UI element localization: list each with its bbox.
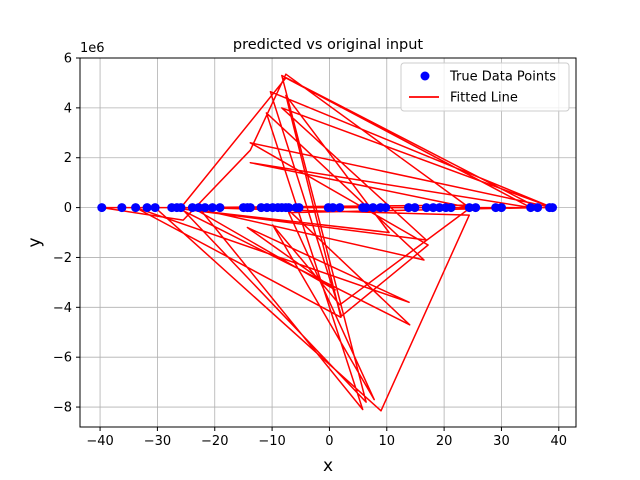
- y-tick-label: −4: [53, 301, 72, 316]
- data-point: [496, 203, 506, 213]
- y-tick-label: 6: [64, 52, 72, 67]
- data-point: [533, 203, 543, 213]
- data-point: [284, 203, 294, 213]
- x-tick-label: −40: [86, 434, 113, 449]
- data-point: [446, 203, 456, 213]
- data-point: [97, 203, 107, 213]
- y-tick-label: −6: [53, 351, 72, 366]
- legend-label-true-data-points: True Data Points: [449, 70, 556, 85]
- y-axis-ticks: −8 −6 −4 −2 0 2 4 6: [53, 52, 80, 416]
- data-point: [131, 203, 141, 213]
- data-point: [471, 203, 481, 213]
- x-tick-label: 0: [325, 434, 333, 449]
- x-tick-label: −10: [258, 434, 285, 449]
- data-point: [215, 203, 225, 213]
- data-point: [526, 203, 536, 213]
- y-tick-label: −2: [53, 251, 72, 266]
- grid: [80, 57, 576, 427]
- data-point: [142, 203, 152, 213]
- data-point: [547, 203, 557, 213]
- data-point: [200, 203, 210, 213]
- data-point: [464, 203, 474, 213]
- chart-title: predicted vs original input: [233, 37, 424, 53]
- legend-label-fitted-line: Fitted Line: [450, 91, 518, 106]
- data-point: [381, 203, 391, 213]
- fitted-line: [101, 73, 554, 412]
- data-point: [428, 203, 438, 213]
- true-data-points-series: [97, 203, 557, 213]
- data-point: [245, 203, 255, 213]
- data-point: [368, 203, 378, 213]
- y-axis-label: y: [25, 237, 45, 247]
- x-tick-label: −20: [201, 434, 228, 449]
- y-tick-label: 0: [64, 201, 72, 216]
- data-point: [187, 203, 197, 213]
- data-point: [435, 203, 445, 213]
- legend: True Data Points Fitted Line: [400, 62, 570, 112]
- y-tick-label: 2: [64, 151, 72, 166]
- data-point: [194, 203, 204, 213]
- data-point: [335, 203, 345, 213]
- data-point: [176, 203, 186, 213]
- data-point: [361, 203, 371, 213]
- data-point: [328, 203, 338, 213]
- legend-marker-true-data-points: [420, 71, 430, 81]
- data-point: [404, 203, 414, 213]
- x-tick-label: 10: [379, 434, 396, 449]
- x-tick-label: 20: [436, 434, 453, 449]
- y-tick-label: −8: [53, 401, 72, 416]
- data-point: [150, 203, 160, 213]
- data-point: [421, 203, 431, 213]
- y-tick-label: 4: [64, 101, 72, 116]
- data-point: [207, 203, 217, 213]
- x-axis-label: x: [323, 456, 333, 476]
- plot-frame: [79, 57, 577, 428]
- data-point: [294, 203, 304, 213]
- fitted-line-series: [101, 73, 554, 412]
- data-point: [117, 203, 127, 213]
- y-axis-offset-label: 1e6: [80, 41, 105, 56]
- data-point: [410, 203, 420, 213]
- x-tick-label: −30: [144, 434, 171, 449]
- legend-box: [400, 62, 570, 112]
- x-tick-label: 40: [551, 434, 568, 449]
- x-axis-ticks: −40 −30 −20 −10 0 10 20 30 40: [86, 427, 567, 449]
- x-tick-label: 30: [493, 434, 510, 449]
